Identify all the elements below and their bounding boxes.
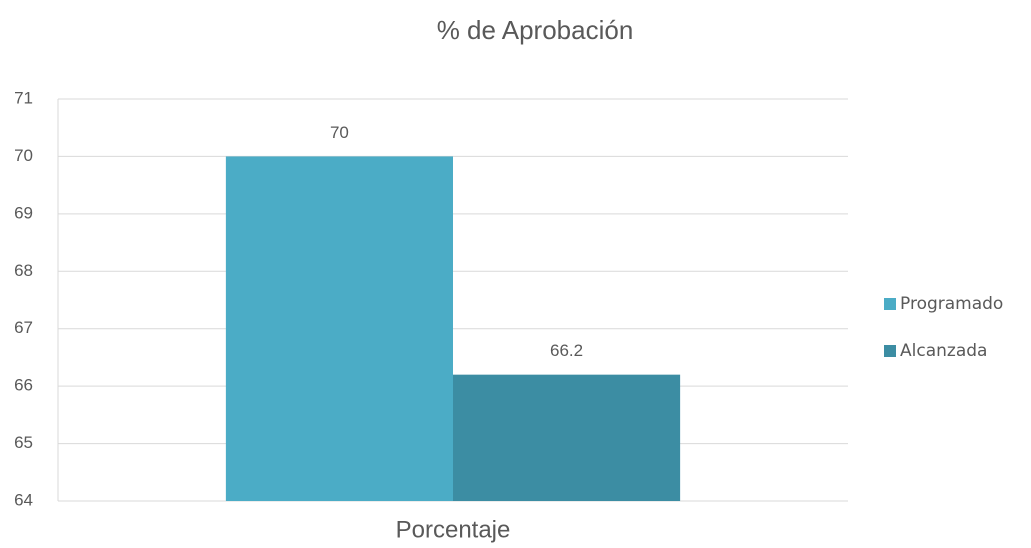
y-tick-label: 71 <box>14 88 33 107</box>
data-label: 66.2 <box>550 341 583 360</box>
y-tick-label: 64 <box>14 490 33 509</box>
bar <box>225 156 453 501</box>
x-tick-label: Porcentaje <box>396 516 511 543</box>
chart-title: % de Aprobación <box>437 15 634 45</box>
data-label: 70 <box>330 123 349 142</box>
legend-swatch <box>884 345 896 357</box>
y-tick-label: 65 <box>14 433 33 452</box>
y-tick-label: 66 <box>14 376 33 395</box>
legend-label: Programado <box>900 294 1003 314</box>
bar <box>453 374 681 501</box>
y-tick-label: 68 <box>14 261 33 280</box>
y-tick-label: 67 <box>14 318 33 337</box>
legend-swatch <box>884 298 896 310</box>
y-tick-label: 69 <box>14 203 33 222</box>
legend-label: Alcanzada <box>900 341 987 361</box>
y-tick-label: 70 <box>14 146 33 165</box>
